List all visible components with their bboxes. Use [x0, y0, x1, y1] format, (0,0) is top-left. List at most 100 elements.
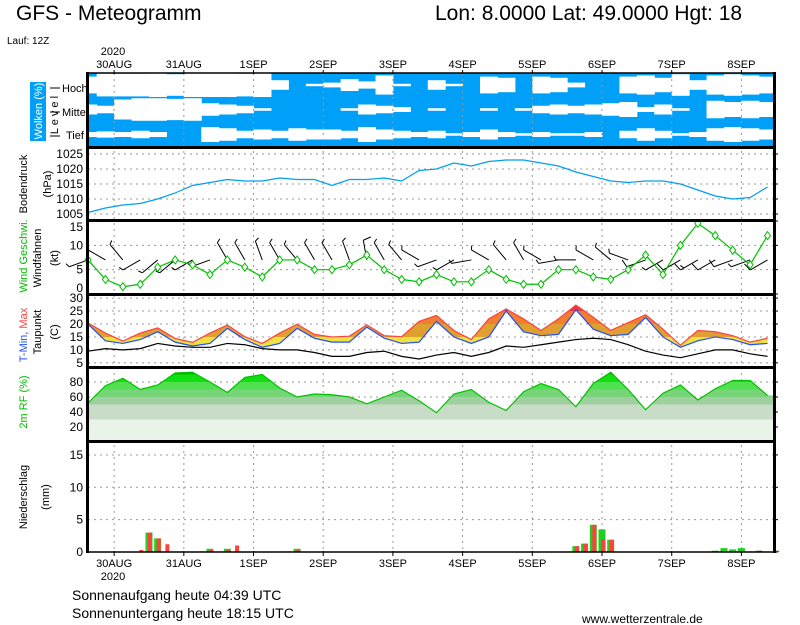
cloud-panel — [88, 73, 775, 147]
rh-band — [88, 382, 774, 390]
cloud-clear-mid — [706, 100, 725, 119]
cloud-clear-mid — [584, 104, 603, 115]
cloud-clear-low — [706, 128, 725, 141]
cloud-clear-mid — [392, 107, 411, 112]
day-label-top: 30AUG — [96, 59, 132, 71]
cloud-clear-low — [358, 127, 376, 142]
cloud-clear-mid — [549, 104, 568, 115]
wind-tick-label: 5 — [76, 263, 83, 277]
wind-barb-flag — [708, 259, 715, 268]
temp-tick-label: 30 — [70, 291, 84, 305]
cloud-clear-low — [514, 133, 533, 136]
wind-barb-flag — [216, 238, 221, 243]
temp-range-fill — [88, 305, 768, 348]
wind-barb-flag — [269, 238, 273, 243]
cloud-clear-high — [96, 73, 115, 97]
precip-tick-label: 5 — [76, 513, 83, 527]
precip-tick-label: 15 — [70, 448, 84, 462]
wind-speed-marker — [624, 264, 632, 275]
wind-speed-marker — [223, 255, 232, 265]
cloud-clear-high — [201, 73, 220, 97]
rh-line — [87, 371, 768, 414]
wind-barb-staff — [697, 259, 716, 271]
wind-barb-flag — [171, 267, 176, 271]
wind-speed-marker — [380, 264, 388, 275]
cloud-clear-mid — [619, 102, 638, 117]
wind-barb-flag — [657, 263, 664, 271]
wind-speed-marker — [502, 274, 510, 285]
wind-barb — [575, 245, 594, 261]
wind-barb-flag — [414, 263, 419, 268]
cloud-clear-low — [410, 132, 429, 137]
day-label-top: 6SEP — [588, 59, 616, 71]
precip-unit: (mm) — [40, 484, 52, 510]
wind-speed-marker — [171, 255, 179, 265]
precip-bar-conv — [729, 549, 737, 552]
wind-barb — [608, 248, 629, 261]
axis-ticks: 30AUG 30AUG 31AUG 31AUG 1SEP 1SEP 2SEP 2SEP 3SEP… — [50, 59, 778, 570]
wind-barb-staff — [436, 259, 455, 271]
rh-band — [88, 374, 774, 382]
cloud-clear-high — [480, 76, 498, 94]
wind-barb-flag — [321, 238, 325, 243]
precip-bar-total — [601, 539, 606, 552]
cloud-clear-high — [166, 74, 185, 96]
cloud-clear-mid — [114, 99, 133, 120]
level-mid-label: Mittel — [62, 107, 88, 119]
cloud-clear-high — [340, 79, 359, 91]
wind-speed-marker — [363, 250, 371, 260]
temp-tick-label: 15 — [70, 330, 84, 344]
cloud-clear-mid — [654, 104, 673, 115]
cloud-clear-high — [358, 81, 376, 89]
wind-barb-staff — [87, 249, 106, 261]
cloud-clear-mid — [375, 105, 394, 114]
wind-barbs-label: Windfahnen — [32, 229, 44, 288]
cloud-clear-high — [636, 75, 655, 95]
wind-barb-staff — [492, 244, 507, 261]
cloud-clear-mid — [166, 98, 185, 121]
day-label-top: 7SEP — [658, 59, 686, 71]
wind-speed-marker — [328, 264, 336, 275]
day-label-top: 8SEP — [727, 59, 755, 71]
wind-barb-staff — [595, 246, 612, 261]
wind-barb — [708, 259, 733, 268]
cloud-clear-high — [392, 83, 411, 87]
wind-speed-marker — [763, 230, 772, 241]
wind-barb — [492, 240, 507, 261]
cloud-clear-low — [567, 133, 586, 136]
cloud-clear-high — [706, 75, 725, 95]
wind-barb-flag — [118, 267, 124, 271]
precip-bar-total — [583, 543, 588, 552]
wind-barb-staff — [451, 259, 472, 264]
wind-barb — [216, 238, 228, 261]
temp-tick-label: 25 — [70, 304, 84, 318]
precip-bar-total — [208, 550, 213, 552]
wind-barb — [657, 259, 681, 271]
wind-speed-marker — [572, 264, 580, 275]
wind-speed-marker — [206, 269, 214, 280]
wind-barb-flag — [448, 259, 453, 264]
wind-tick-label: 10 — [70, 238, 84, 252]
pressure-unit: (hPa) — [42, 171, 54, 198]
precip-bar-total — [156, 538, 161, 552]
cloud-clear-low — [201, 127, 220, 142]
cloud-clear-mid — [148, 98, 167, 121]
wind-barb-staff — [269, 242, 281, 261]
wind-barb-staff — [575, 249, 594, 261]
pressure-line — [87, 159, 768, 214]
wind-barb-flag — [373, 238, 378, 243]
cloud-clear-mid — [427, 108, 446, 111]
wind-barb — [65, 259, 89, 268]
cloud-clear-mid — [480, 108, 498, 111]
cloud-clear-low — [323, 129, 342, 140]
cloud-clear-low — [462, 132, 481, 137]
wind-barb-flag — [342, 237, 346, 242]
pressure-label: Bodendruck — [18, 154, 30, 213]
wind-speed-marker — [729, 245, 737, 256]
cloud-clear-high — [253, 73, 272, 97]
wind-barb-flag — [513, 238, 517, 243]
wind-barb-staff — [523, 249, 542, 261]
wind-barb-staff — [401, 249, 420, 261]
wind-barb — [234, 238, 246, 261]
wind-barb-staff — [713, 259, 733, 268]
